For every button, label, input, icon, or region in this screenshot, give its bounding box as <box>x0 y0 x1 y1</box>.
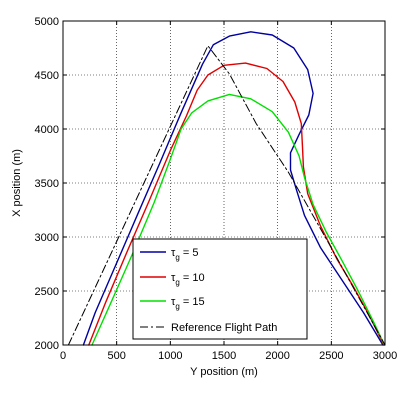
x-tick-label: 3000 <box>373 350 397 362</box>
legend-entry-label: τg = 10 <box>171 272 205 287</box>
y-tick-label: 4500 <box>35 70 59 82</box>
legend-label-subscript: g <box>175 302 179 311</box>
x-tick-label: 2000 <box>265 350 289 362</box>
x-tick-label: 1000 <box>158 350 182 362</box>
x-tick-label: 2500 <box>319 350 343 362</box>
y-axis-title: X position (m) <box>11 149 23 217</box>
legend-box <box>132 238 308 340</box>
y-tick-label: 2500 <box>35 286 59 298</box>
legend-label-main: τ <box>171 247 176 259</box>
y-tick-label: 3500 <box>35 178 59 190</box>
x-tick-label: 0 <box>60 350 66 362</box>
legend-label-suffix: = 5 <box>180 247 199 259</box>
legend-entry-label: τg = 15 <box>171 296 205 311</box>
ticks: 0 500 1000 1500 2000 2500 3000 2000 2500 3000 3500… <box>35 16 398 362</box>
legend-label-main: τ <box>171 296 176 308</box>
y-tick-label: 5000 <box>35 16 59 28</box>
x-tick-label: 1500 <box>212 350 236 362</box>
legend-label-subscript: g <box>175 278 179 287</box>
series-line-2 <box>91 93 386 346</box>
x-axis-title: Y position (m) <box>190 366 258 378</box>
y-tick-label: 4000 <box>35 124 59 136</box>
legend-label-subscript: g <box>175 253 179 262</box>
legend-label-main: τ <box>171 272 176 284</box>
y-tick-label: 3000 <box>35 232 59 244</box>
legend-label-main: Reference Flight Path <box>171 322 277 334</box>
legend-label-suffix: = 15 <box>180 296 205 308</box>
reference-path-line <box>67 45 386 346</box>
y-tick-label: 2000 <box>35 340 59 352</box>
series-layer <box>67 31 386 346</box>
legend-entry-label: τg = 5 <box>171 247 198 262</box>
series-line-0 <box>82 31 384 346</box>
legend-entry-label: Reference Flight Path <box>171 322 277 334</box>
x-tick-label: 500 <box>107 350 125 362</box>
legend-label-suffix: = 10 <box>180 272 205 284</box>
